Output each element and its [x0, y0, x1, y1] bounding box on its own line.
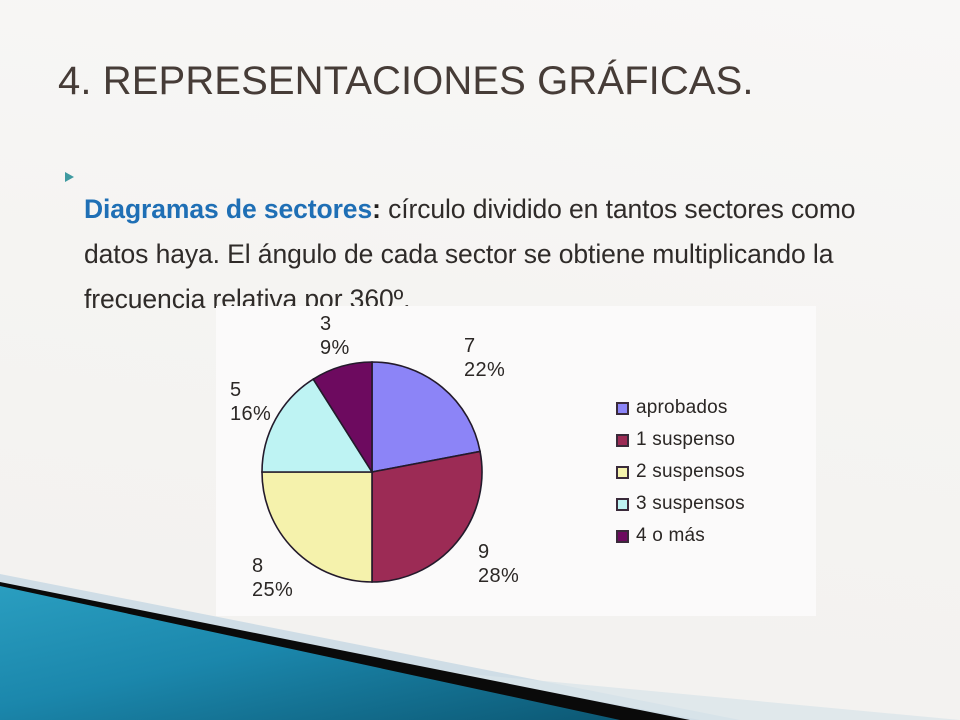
pie-label-value: 5 — [230, 379, 242, 401]
body-block: Diagramas de sectores: círculo dividido … — [62, 160, 912, 348]
legend-swatch-icon — [616, 401, 629, 415]
legend-swatch-icon — [616, 465, 629, 479]
legend-item-2-suspensos: 2 suspensos — [616, 456, 816, 488]
pie-label-aprobados: 7 22% — [464, 334, 505, 382]
bullet-colon: : — [372, 193, 381, 224]
legend-swatch-icon — [616, 497, 629, 511]
bullet-body-text: círculo dividido en tantos sectores como… — [84, 193, 856, 314]
pie-slice-3-suspensos — [261, 378, 374, 473]
bullet-lead: Diagramas de sectores — [84, 193, 373, 224]
legend-label: 4 o más — [636, 525, 705, 546]
legend-label: 1 suspenso — [636, 429, 736, 450]
pie-label-value: 3 — [320, 313, 332, 335]
legend-item-4-o-mas: 4 o más — [616, 520, 816, 552]
title-block: 4. REPRESENTACIONES GRÁFICAS. — [58, 52, 918, 114]
legend-label: aprobados — [636, 397, 728, 418]
pie-label-4-o-mas: 3 9% — [320, 312, 350, 360]
bullet-paragraph: Diagramas de sectores: círculo dividido … — [84, 187, 912, 322]
pie-label-2-suspensos: 8 25% — [252, 554, 293, 602]
pie-label-value: 7 — [464, 335, 476, 357]
legend-swatch-icon — [616, 529, 629, 543]
pie-slice-4-o-mas — [312, 361, 373, 475]
pie-label-percent: 28% — [478, 565, 520, 587]
legend-item-aprobados: aprobados — [616, 392, 816, 424]
legend-item-3-suspensos: 3 suspensos — [616, 488, 816, 520]
pie-label-percent: 25% — [252, 579, 294, 601]
pie-label-3-suspensos: 5 16% — [230, 378, 271, 426]
page-title: 4. REPRESENTACIONES GRÁFICAS. — [58, 59, 754, 103]
legend-label: 2 suspensos — [636, 461, 745, 482]
bullet-item: Diagramas de sectores: círculo dividido … — [62, 160, 912, 348]
pie-label-percent: 22% — [464, 359, 506, 381]
pie-label-1-suspenso: 9 28% — [478, 540, 519, 588]
pie-slice-aprobados — [371, 361, 481, 473]
pie-label-percent: 9% — [320, 337, 350, 359]
pie-plot-area: 7 22% 9 28% 8 25% 5 16% 3 9% — [216, 306, 556, 616]
pie-slice-1-suspenso — [371, 450, 483, 583]
pie-label-value: 8 — [252, 555, 264, 577]
legend-item-1-suspenso: 1 suspenso — [616, 424, 816, 456]
chart-legend: aprobados 1 suspenso 2 suspensos 3 suspe… — [616, 392, 816, 552]
pie-graphic — [261, 361, 483, 583]
legend-label: 3 suspensos — [636, 493, 745, 514]
triangle-right-icon — [62, 160, 84, 184]
legend-swatch-icon — [616, 433, 629, 447]
pie-label-percent: 16% — [230, 403, 272, 425]
pie-label-value: 9 — [478, 541, 490, 563]
pie-chart-figure: 7 22% 9 28% 8 25% 5 16% 3 9% — [216, 306, 816, 616]
